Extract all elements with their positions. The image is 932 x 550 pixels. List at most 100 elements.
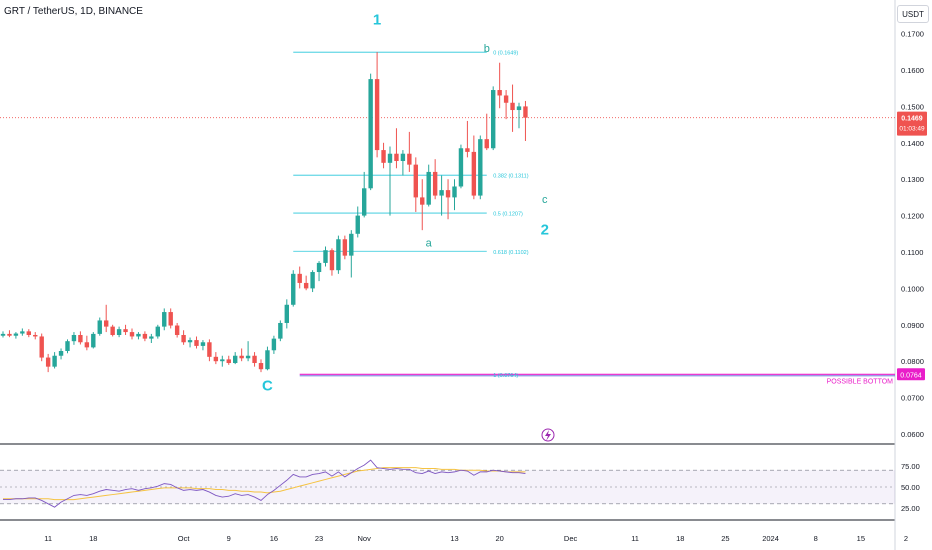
- candle-body: [426, 171, 431, 205]
- candle-body: [207, 342, 212, 357]
- candle-body: [65, 341, 70, 352]
- candle-body: [162, 312, 167, 327]
- candle-body: [265, 350, 270, 370]
- candle-body: [239, 355, 244, 359]
- candle-body: [71, 334, 77, 342]
- candle-body: [484, 139, 489, 149]
- candle: [265, 346, 270, 371]
- time-tick-label: 18: [676, 534, 684, 543]
- candle-body: [458, 148, 464, 187]
- candle-body: [78, 334, 83, 343]
- time-tick-label: 2024: [762, 534, 779, 543]
- candle: [187, 337, 193, 348]
- price-tick-label: 0.1000: [901, 284, 924, 293]
- candle: [129, 328, 135, 340]
- price-tick-label: 0.1100: [901, 248, 923, 257]
- candle: [484, 113, 489, 151]
- candle: [220, 355, 225, 367]
- candle: [104, 304, 109, 333]
- rsi-tick-label: 75.00: [901, 462, 920, 471]
- wave-label: 2: [541, 222, 549, 239]
- candle: [516, 102, 522, 129]
- time-tick-label: 2: [904, 534, 908, 543]
- rsi-ma-line: [3, 467, 526, 501]
- candle-body: [374, 79, 380, 151]
- price-tick-label: 0.1200: [901, 212, 924, 221]
- wave-label: C: [262, 377, 273, 394]
- wave-label: b: [484, 43, 490, 55]
- candle-body: [271, 338, 277, 351]
- wave-label: a: [426, 238, 433, 250]
- candle: [91, 332, 96, 349]
- candle: [271, 335, 277, 354]
- candle: [445, 179, 451, 220]
- candle: [110, 324, 115, 337]
- candle: [39, 333, 44, 362]
- candle: [471, 135, 477, 200]
- candle: [336, 235, 341, 274]
- candle: [478, 135, 483, 200]
- candle-body: [220, 359, 225, 362]
- candle-body: [471, 151, 477, 196]
- candle: [400, 150, 406, 176]
- candle: [458, 144, 464, 189]
- candle-body: [291, 273, 296, 305]
- candle-body: [329, 250, 335, 271]
- candle-body: [136, 333, 141, 337]
- rsi-tick-label: 50.00: [901, 483, 920, 492]
- candle-body: [297, 273, 302, 283]
- fib-level-label: 0.382 (0.1311): [493, 174, 529, 180]
- candle-body: [155, 326, 160, 337]
- candle: [329, 248, 335, 276]
- candle: [45, 353, 51, 373]
- candle-body: [478, 139, 483, 196]
- current-price-value: 0.1469: [901, 116, 923, 123]
- candle-body: [226, 359, 231, 364]
- candle: [432, 159, 438, 200]
- candle-body: [516, 106, 522, 111]
- candle-body: [368, 79, 373, 189]
- candle: [349, 230, 354, 278]
- price-tick-label: 0.1600: [901, 66, 924, 75]
- candle: [7, 330, 12, 338]
- candle: [20, 328, 25, 336]
- price-tick-label: 0.0600: [901, 430, 924, 439]
- candle: [258, 359, 264, 373]
- candle: [503, 90, 509, 120]
- time-tick-label: Oct: [178, 534, 191, 543]
- candle: [523, 100, 528, 141]
- possible-bottom-label: POSSIBLE BOTTOM: [827, 378, 894, 385]
- candle-body: [491, 90, 496, 149]
- candle-body: [233, 355, 238, 364]
- candle: [123, 324, 128, 335]
- candle: [420, 179, 425, 231]
- candle: [213, 352, 219, 365]
- candle-body: [407, 153, 412, 165]
- possible-bottom-value: 0.0764: [900, 372, 922, 379]
- candle: [13, 332, 19, 339]
- currency-selector[interactable]: USDT: [897, 5, 929, 23]
- candle: [310, 270, 315, 293]
- candle: [78, 331, 83, 345]
- candle-body: [149, 336, 154, 339]
- time-tick-label: 18: [89, 534, 97, 543]
- candle: [387, 146, 393, 216]
- price-tick-label: 0.0800: [901, 357, 924, 366]
- time-tick-label: 16: [270, 534, 278, 543]
- candle-body: [0, 333, 6, 336]
- candle-body: [355, 215, 360, 234]
- candle-body: [45, 357, 51, 367]
- candle: [181, 330, 186, 345]
- fib-level-label: 0 (0.1649): [493, 51, 518, 57]
- candle: [97, 317, 102, 336]
- possible-bottom-badge: [897, 368, 925, 381]
- candle-body: [26, 331, 31, 335]
- candle-body: [168, 312, 173, 326]
- lightning-icon: [541, 428, 555, 442]
- candle: [52, 352, 57, 369]
- candle-body: [503, 95, 509, 103]
- time-tick-label: 20: [495, 534, 503, 543]
- candle: [362, 171, 367, 218]
- candle: [316, 261, 322, 282]
